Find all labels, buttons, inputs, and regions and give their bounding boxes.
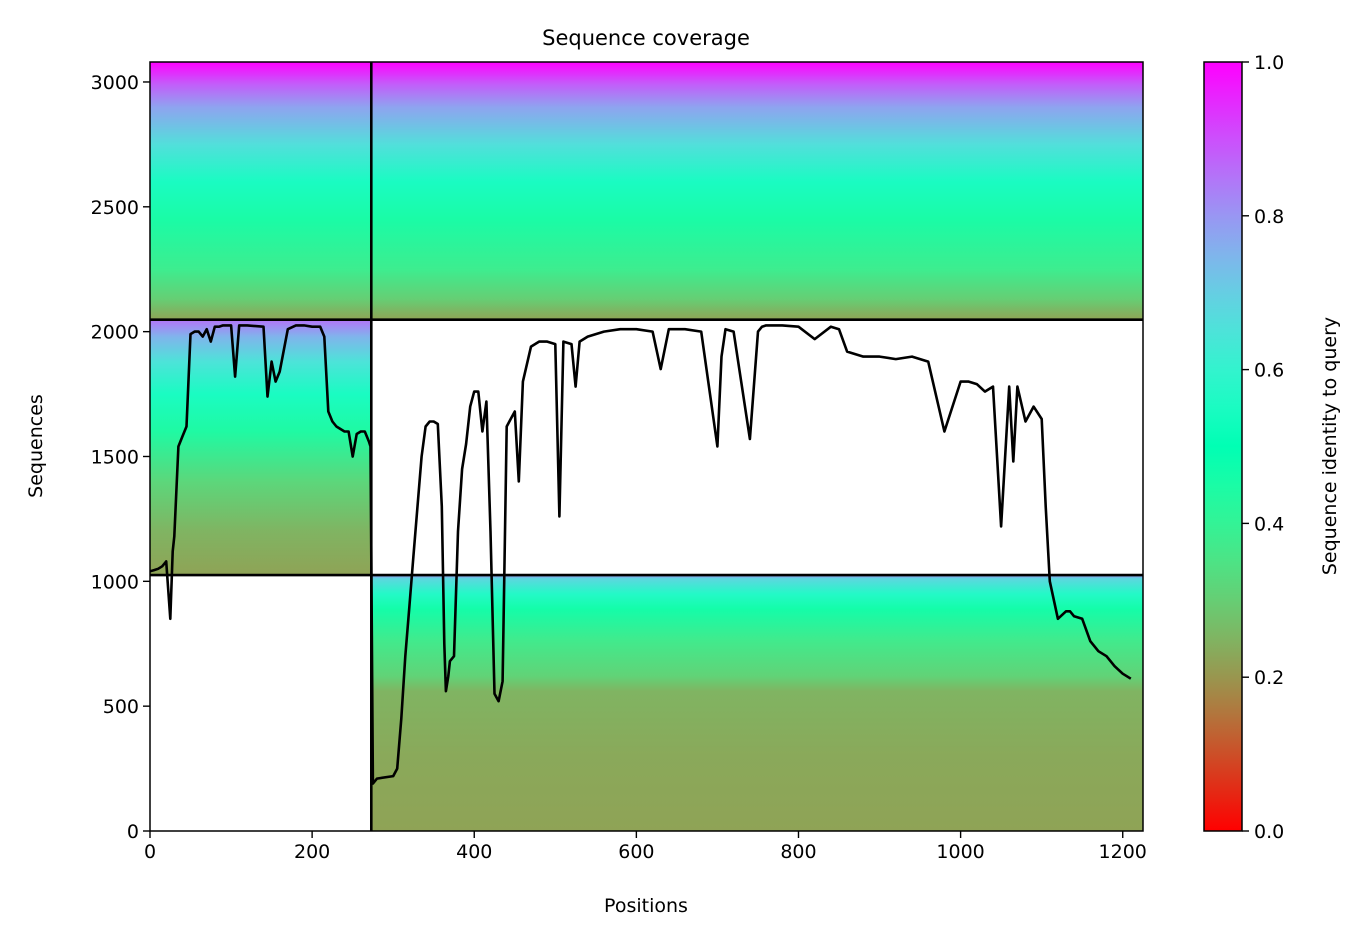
- x-tick-label: 800: [780, 841, 816, 863]
- colorbar-ticks: 0.0 0.2 0.4 0.6 0.8 1.0: [1242, 52, 1284, 843]
- x-tick-label: 200: [294, 841, 330, 863]
- x-axis-label: Positions: [604, 895, 688, 917]
- y-tick-label: 3000: [91, 72, 139, 94]
- colorbar-tick-label: 0.0: [1254, 821, 1284, 843]
- msa-block: [371, 62, 1143, 320]
- colorbar-tick-label: 0.4: [1254, 513, 1284, 535]
- y-axis-label: Sequences: [25, 394, 47, 498]
- colorbar-label: Sequence identity to query: [1319, 317, 1341, 575]
- x-tick-label: 0: [144, 841, 156, 863]
- y-tick-label: 0: [127, 821, 139, 843]
- chart-title: Sequence coverage: [542, 26, 750, 50]
- x-tick-label: 600: [618, 841, 654, 863]
- msa-block: [150, 62, 372, 320]
- colorbar-tick-label: 0.6: [1254, 360, 1284, 382]
- x-tick-label: 400: [456, 841, 492, 863]
- colorbar-tick-label: 1.0: [1254, 52, 1284, 74]
- msa-block: [150, 319, 372, 576]
- y-tick-label: 1500: [91, 446, 139, 468]
- x-tick-label: 1200: [1099, 841, 1147, 863]
- y-tick-label: 2000: [91, 322, 139, 344]
- y-tick-label: 2500: [91, 197, 139, 219]
- colorbar: [1203, 61, 1243, 832]
- msa-block: [371, 575, 1143, 831]
- x-axis-ticks: 0 200 400 600 800 1000 1200: [144, 831, 1147, 863]
- plot-frame: [149, 61, 1144, 832]
- colorbar-tick-label: 0.8: [1254, 206, 1284, 228]
- colorbar-tick-label: 0.2: [1254, 667, 1284, 689]
- y-tick-label: 500: [103, 696, 139, 718]
- msa-blocks: [150, 62, 1143, 831]
- x-tick-label: 1000: [936, 841, 984, 863]
- y-axis-ticks: 0 500 1000 1500 2000 2500 3000: [91, 72, 150, 843]
- coverage-line: [150, 324, 1132, 785]
- y-tick-label: 1000: [91, 571, 139, 593]
